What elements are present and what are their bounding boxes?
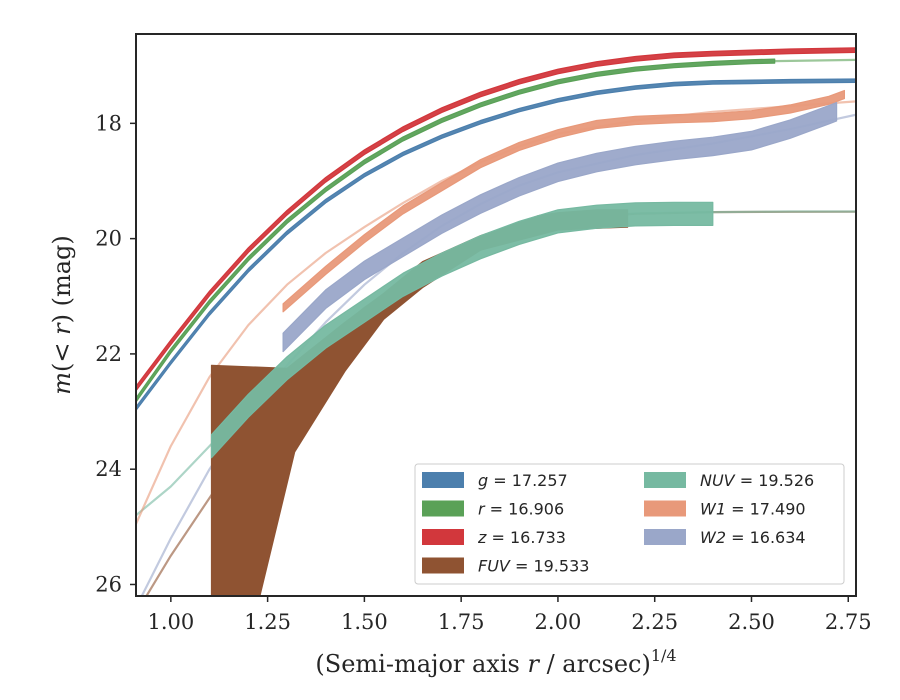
series-4 [210,201,714,459]
legend-label: W2 = 16.634 [700,528,806,547]
axis-ticks: 1.00 1.25 1.50 1.75 2.00 2.25 2.50 2.75 18 20 22 24… [95,111,871,634]
legend-swatch [422,472,464,488]
y-axis-label: m(< r) (mag) [48,235,76,395]
y-tick-label: 22 [95,342,122,366]
series-0 [136,78,856,411]
plot-area [136,47,856,596]
x-axis-label: (Semi-major axis r / arcsec)1/4 [315,646,676,678]
legend-label: z = 16.733 [477,528,566,547]
legend-swatch [644,529,686,545]
y-tick-label: 18 [95,111,122,135]
legend-box [414,463,845,585]
series-5 [282,89,846,313]
legend-label: FUV = 19.533 [478,557,589,576]
x-tick-label: 2.25 [631,610,678,634]
legend-swatch [644,472,686,488]
legend-label: r = 16.906 [478,500,564,519]
series-2 [136,47,856,392]
x-tick-label: 2.75 [825,610,872,634]
plot-frame [135,33,857,597]
x-tick-label: 2.50 [728,610,775,634]
y-tick-label: 24 [95,457,122,481]
x-tick-label: 1.50 [341,610,388,634]
series-6 [282,101,838,353]
series-1 [136,58,776,403]
x-tick-label: 1.25 [244,610,291,634]
y-tick-label: 20 [95,227,122,251]
legend-swatch [422,529,464,545]
legend-label: g = 17.257 [478,471,568,490]
legend-label: NUV = 19.526 [700,471,814,490]
series-ext-1 [774,58,856,63]
legend-swatch [422,500,464,517]
legend-swatch [644,500,686,517]
x-tick-label: 2.00 [535,610,582,634]
legend-swatch [422,557,464,574]
x-tick-label: 1.75 [438,610,485,634]
legend: g = 17.257 r = 16.906 z = 16.733 FUV = 19.5… [414,463,845,585]
legend-label: W1 = 17.490 [700,500,806,519]
x-tick-label: 1.00 [147,610,194,634]
y-tick-label: 26 [95,572,122,596]
